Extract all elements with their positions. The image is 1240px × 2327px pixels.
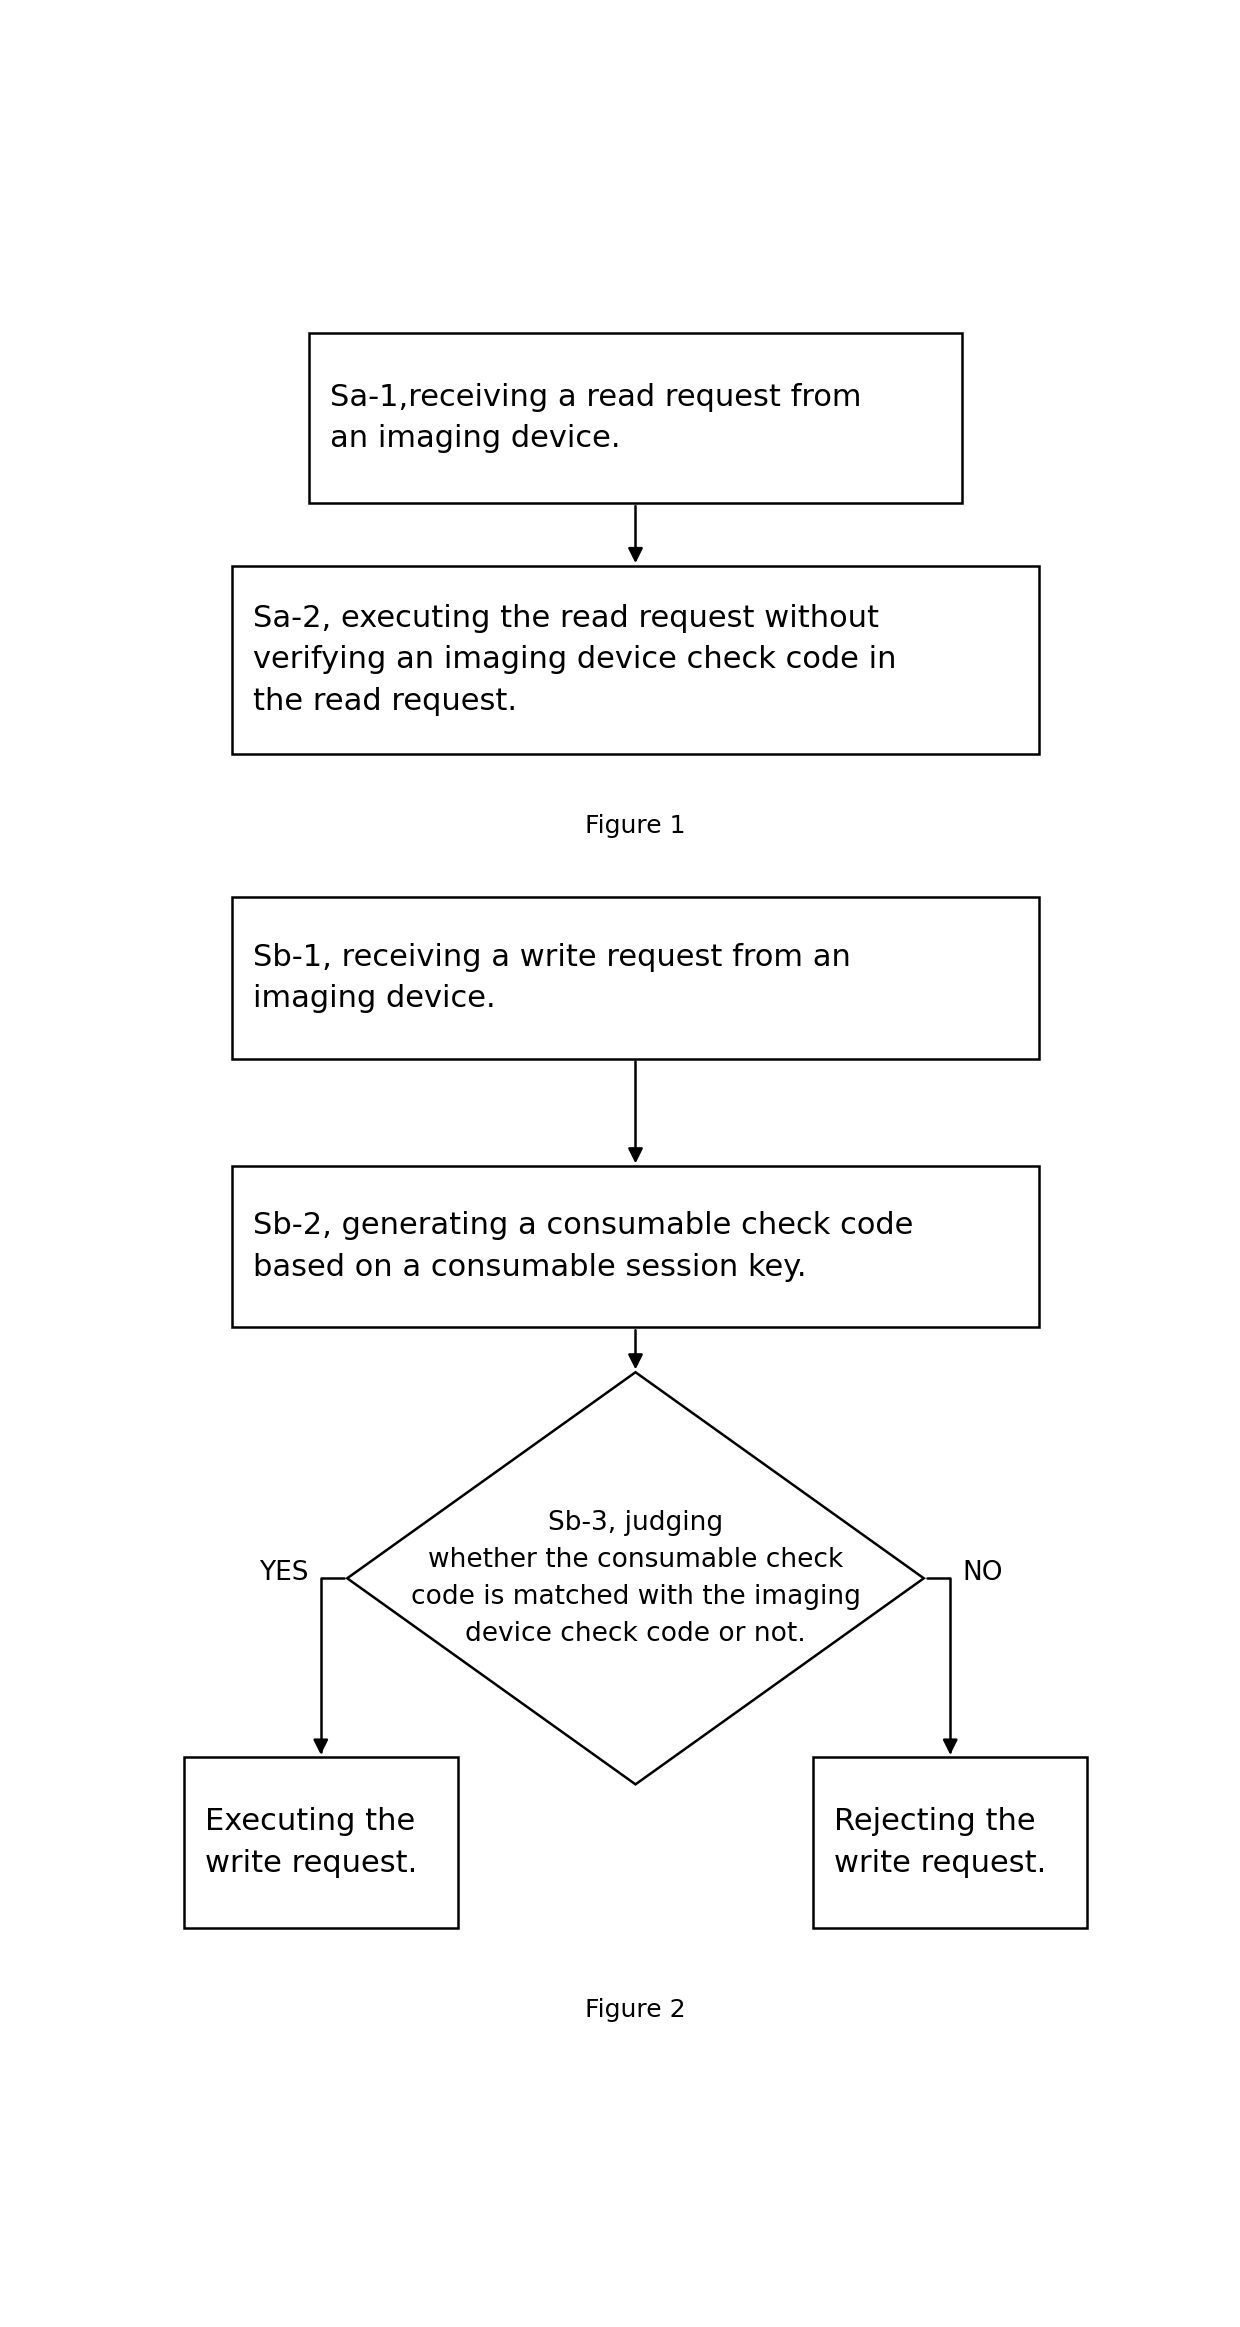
FancyBboxPatch shape — [232, 1166, 1039, 1326]
FancyBboxPatch shape — [232, 565, 1039, 754]
Text: Rejecting the
write request.: Rejecting the write request. — [835, 1808, 1047, 1878]
Text: Sb-2, generating a consumable check code
based on a consumable session key.: Sb-2, generating a consumable check code… — [253, 1212, 914, 1282]
FancyBboxPatch shape — [309, 333, 962, 503]
Text: Sa-2, executing the read request without
verifying an imaging device check code : Sa-2, executing the read request without… — [253, 603, 897, 717]
Text: Sb-1, receiving a write request from an
imaging device.: Sb-1, receiving a write request from an … — [253, 942, 851, 1012]
Text: Figure 1: Figure 1 — [585, 814, 686, 838]
FancyBboxPatch shape — [813, 1757, 1087, 1927]
Polygon shape — [347, 1373, 924, 1785]
Text: YES: YES — [259, 1559, 309, 1587]
Text: Executing the
write request.: Executing the write request. — [205, 1808, 417, 1878]
Text: Sa-1,receiving a read request from
an imaging device.: Sa-1,receiving a read request from an im… — [330, 382, 862, 454]
Text: NO: NO — [962, 1559, 1003, 1587]
Text: Figure 2: Figure 2 — [585, 1999, 686, 2022]
FancyBboxPatch shape — [184, 1757, 458, 1927]
Text: Sb-3, judging
whether the consumable check
code is matched with the imaging
devi: Sb-3, judging whether the consumable che… — [410, 1510, 861, 1648]
FancyBboxPatch shape — [232, 898, 1039, 1059]
